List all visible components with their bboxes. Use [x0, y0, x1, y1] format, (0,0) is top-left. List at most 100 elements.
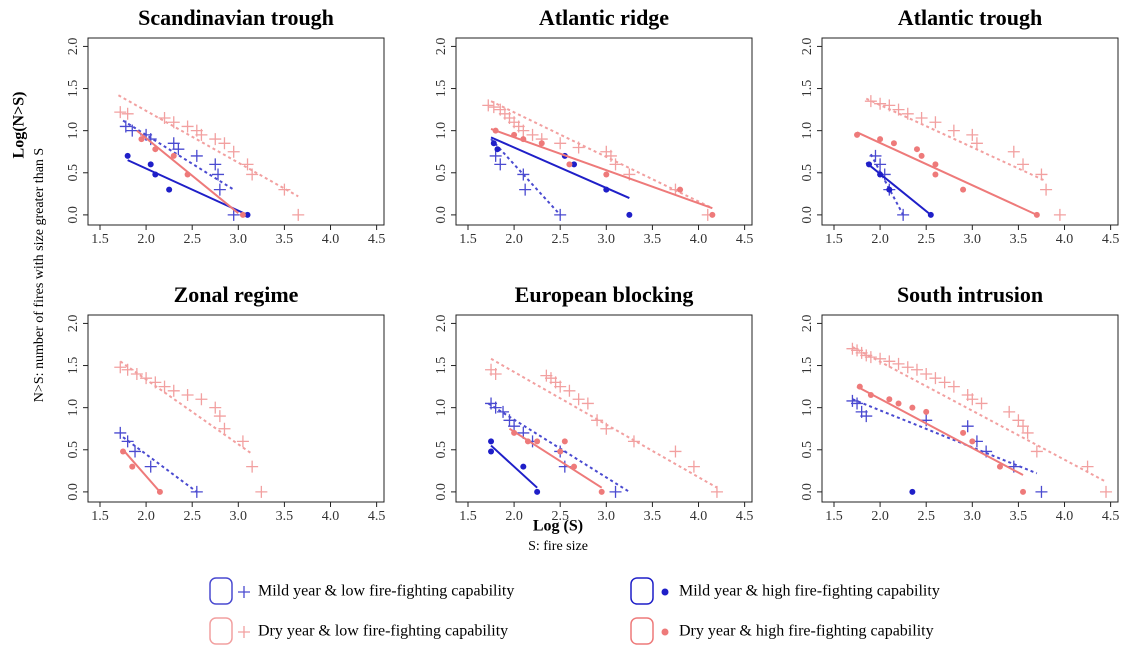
- point: [149, 376, 162, 389]
- point: [167, 116, 180, 129]
- point: [609, 158, 622, 171]
- point: [598, 488, 605, 495]
- point: [854, 131, 861, 138]
- x-tick-label: 1.5: [825, 509, 843, 524]
- y-tick-label: 0.0: [66, 483, 81, 501]
- y-tick-label: 1.5: [66, 80, 81, 98]
- point: [144, 460, 157, 473]
- y-tick-label: 0.0: [434, 206, 449, 224]
- point: [292, 208, 305, 221]
- point: [604, 149, 617, 162]
- point: [970, 137, 983, 150]
- point: [886, 186, 893, 193]
- x-tick-label: 3.5: [1010, 232, 1028, 247]
- point: [710, 485, 723, 498]
- point: [1035, 168, 1048, 181]
- point: [932, 161, 939, 168]
- point: [218, 422, 231, 435]
- x-tick-label: 3.0: [598, 232, 616, 247]
- point: [947, 380, 960, 393]
- point: [874, 352, 887, 365]
- point: [246, 168, 259, 181]
- y-label: Log(N>S): [11, 92, 28, 159]
- y-tick-label: 0.5: [434, 441, 449, 459]
- point: [600, 422, 613, 435]
- point: [140, 372, 153, 385]
- point: [482, 99, 495, 112]
- legend-marker: [238, 586, 250, 598]
- point: [212, 168, 225, 181]
- plot-frame: [455, 37, 753, 226]
- y-tick-label: 0.0: [66, 206, 81, 224]
- x-tick-label: 3.0: [598, 509, 616, 524]
- point: [883, 355, 896, 368]
- point: [494, 158, 507, 171]
- point: [909, 488, 916, 495]
- point: [511, 131, 518, 138]
- point: [669, 445, 682, 458]
- x-tick-label: 1.5: [91, 509, 109, 524]
- point: [129, 445, 142, 458]
- point: [156, 488, 163, 495]
- point: [538, 140, 545, 147]
- point: [190, 149, 203, 162]
- fit-line: [851, 346, 1107, 483]
- point: [121, 363, 134, 376]
- x-tick-label: 1.5: [459, 509, 477, 524]
- point: [1021, 426, 1034, 439]
- point: [554, 208, 567, 221]
- point: [489, 367, 502, 380]
- x-tick-label: 2.5: [183, 232, 201, 247]
- point: [927, 211, 934, 218]
- point: [129, 463, 136, 470]
- x-tick-label: 2.5: [551, 232, 569, 247]
- y-tick-label: 1.0: [66, 122, 81, 140]
- legend-icon: [209, 617, 233, 645]
- point: [677, 186, 684, 193]
- x-tick-label: 3.0: [230, 232, 248, 247]
- point: [209, 133, 222, 146]
- point: [864, 351, 877, 364]
- legend-marker: [661, 628, 669, 636]
- point: [603, 171, 610, 178]
- x-tick-label: 2.0: [871, 509, 889, 524]
- panel-title: Zonal regime: [174, 282, 299, 307]
- plot-frame: [821, 37, 1119, 226]
- point: [209, 401, 222, 414]
- y-tick-label: 1.0: [66, 399, 81, 417]
- point: [572, 393, 585, 406]
- point: [1053, 208, 1066, 221]
- point: [851, 397, 864, 410]
- point: [492, 127, 499, 134]
- point: [184, 171, 191, 178]
- legend-icon: [630, 577, 654, 605]
- x-tick-label: 4.0: [690, 509, 708, 524]
- point: [121, 435, 134, 448]
- y-tick-label: 0.5: [66, 164, 81, 182]
- point: [119, 120, 132, 133]
- x-tick-label: 4.5: [1102, 232, 1120, 247]
- point: [1033, 211, 1040, 218]
- x-tick-label: 1.5: [825, 232, 843, 247]
- point: [627, 435, 640, 448]
- x-tick-label: 3.5: [1010, 509, 1028, 524]
- panel-title: Scandinavian trough: [138, 5, 334, 30]
- point: [554, 137, 567, 150]
- point: [120, 448, 127, 455]
- x-tick-label: 2.0: [137, 232, 155, 247]
- x-tick-label: 2.5: [917, 509, 935, 524]
- y-tick-label: 2.0: [66, 315, 81, 333]
- fit-line: [122, 119, 235, 191]
- legend-icon: [209, 577, 233, 605]
- point: [152, 146, 159, 153]
- y-tick-label: 0.5: [800, 441, 815, 459]
- legend-label: Dry year & high fire-fighting capability: [679, 623, 934, 640]
- y-tick-label: 1.0: [434, 122, 449, 140]
- point: [687, 460, 700, 473]
- point: [892, 103, 905, 116]
- point: [929, 372, 942, 385]
- y-tick-label: 1.5: [66, 357, 81, 375]
- fit-line: [119, 360, 253, 455]
- point: [561, 438, 568, 445]
- point: [1040, 183, 1053, 196]
